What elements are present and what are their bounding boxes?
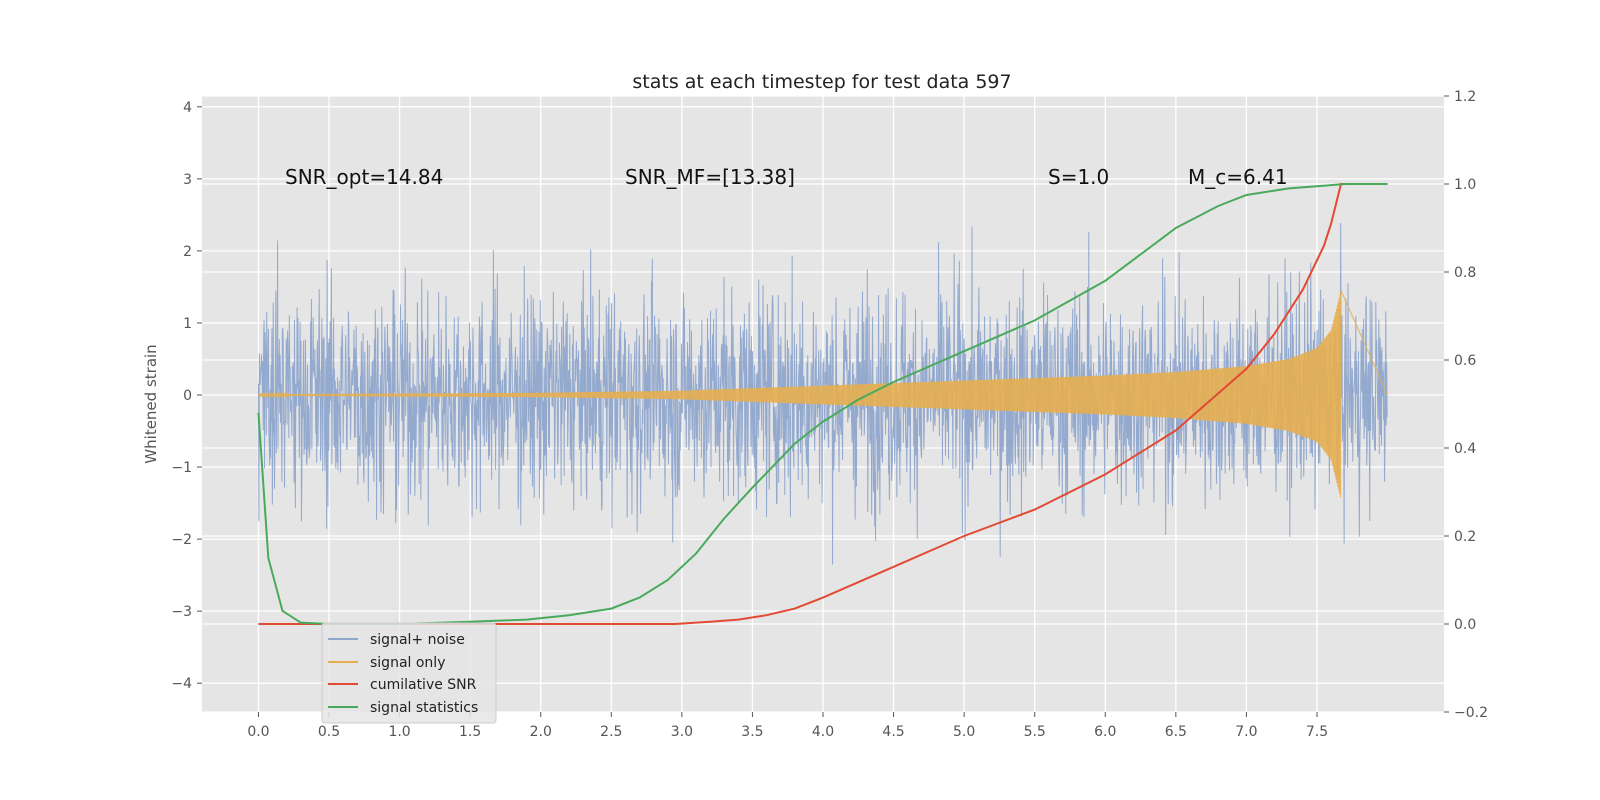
x-tick-label: 6.5 (1165, 724, 1187, 740)
right-y-tick-label: 1.2 (1454, 89, 1476, 105)
x-tick-label: 2.5 (600, 724, 622, 740)
x-tick-label: 1.0 (388, 724, 410, 740)
x-tick-label: 7.5 (1306, 724, 1328, 740)
right-y-tick-label: 0.8 (1454, 265, 1476, 281)
x-tick-label: 0.5 (318, 724, 340, 740)
right-y-tick-label: −0.2 (1454, 705, 1488, 721)
x-tick-label: 0.0 (247, 724, 269, 740)
y-tick-label: 1 (183, 316, 192, 332)
right-y-tick-label: 1.0 (1454, 177, 1476, 193)
x-tick-label: 5.5 (1024, 724, 1046, 740)
x-tick-label: 5.0 (953, 724, 975, 740)
y-tick-label: −2 (171, 532, 192, 548)
legend-label-signal-only: signal only (370, 655, 445, 671)
annotation-snr-mf: SNR_MF=[13.38] (625, 165, 795, 189)
legend: signal+ noise signal only cumilative SNR… (321, 622, 497, 724)
y-tick-label: −3 (171, 604, 192, 620)
series-signal-only-line (257, 290, 1389, 498)
x-tick-label: 4.5 (882, 724, 904, 740)
x-tick-label: 6.0 (1094, 724, 1116, 740)
x-axis: 0.0 0.5 1.0 1.5 2.0 2.5 3.0 3.5 4.0 4.5 5.0 5.5 6.0 6… (247, 712, 1328, 740)
right-y-tick-label: 0.4 (1454, 441, 1476, 457)
legend-box (321, 622, 497, 724)
annotations: SNR_opt=14.84 SNR_MF=[13.38] S=1.0 M_c=6… (285, 165, 1288, 189)
series-cumulative-snr-line (258, 183, 1388, 625)
y-tick-label: 2 (183, 244, 192, 260)
x-tick-label: 4.0 (812, 724, 834, 740)
legend-label-cumulative-snr: cumilative SNR (370, 677, 477, 693)
right-y-tick-label: 0.6 (1454, 353, 1476, 369)
right-y-tick-label: 0.2 (1454, 529, 1476, 545)
y-tick-label: 3 (183, 172, 192, 188)
x-tick-label: 1.5 (459, 724, 481, 740)
y-tick-label: 0 (183, 388, 192, 404)
y-tick-label: −1 (171, 460, 192, 476)
right-y-tick-label: 0.0 (1454, 617, 1476, 633)
y-tick-label: −4 (171, 676, 192, 692)
right-y-axis: 1.2 1.0 0.8 0.6 0.4 0.2 0.0 −0.2 (1444, 89, 1488, 721)
annotation-s: S=1.0 (1048, 165, 1109, 189)
legend-label-signal-noise: signal+ noise (370, 632, 465, 648)
x-tick-label: 3.5 (741, 724, 763, 740)
annotation-mc: M_c=6.41 (1188, 165, 1288, 189)
legend-label-signal-statistics: signal statistics (370, 700, 478, 716)
left-y-axis: 4 3 2 1 0 −1 −2 −3 −4 (171, 100, 202, 692)
y-axis-label: Whitened strain (142, 344, 160, 463)
annotation-snr-opt: SNR_opt=14.84 (285, 165, 443, 189)
x-tick-label: 3.0 (671, 724, 693, 740)
x-tick-label: 7.0 (1235, 724, 1257, 740)
chart-title: stats at each timestep for test data 597 (632, 71, 1011, 93)
x-tick-label: 2.0 (530, 724, 552, 740)
y-tick-label: 4 (183, 100, 192, 116)
